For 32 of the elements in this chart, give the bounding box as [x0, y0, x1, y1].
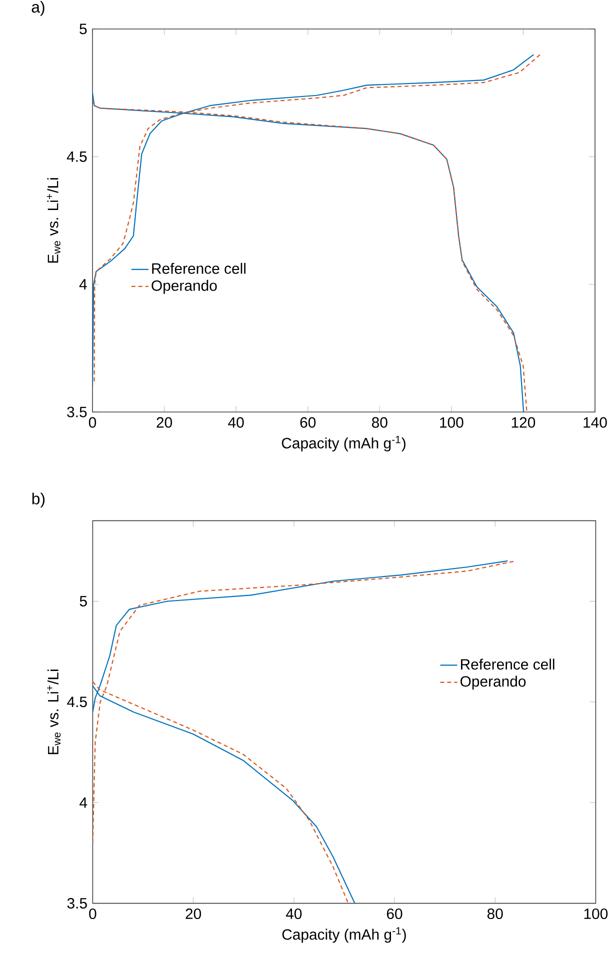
y-tick-label: 3.5 [67, 406, 87, 418]
x-tick-label: 100 [440, 417, 464, 428]
x-axis-title: Capacity (mAh g$^{-1}$) [282, 436, 406, 452]
x-tick-label: 140 [584, 417, 607, 428]
y-tick-label: 3.5 [67, 898, 87, 909]
legend-label: Reference cell [152, 262, 246, 274]
x-tick-label: 80 [487, 908, 503, 920]
y-tick-label: 5 [80, 596, 87, 606]
x-tick-label: 60 [300, 417, 316, 428]
y-tick-label: 4 [80, 797, 88, 808]
x-tick-label: 20 [186, 908, 202, 920]
y-tick-label: 4.5 [66, 151, 87, 162]
y-axis-title: E$_{we}$ vs. Li$^{+}$/Li [47, 670, 61, 754]
x-tick-label: 40 [228, 417, 244, 428]
chart-title: b) [32, 492, 45, 508]
legend-label: Reference cell [461, 658, 554, 670]
x-tick-label: 0 [89, 908, 96, 920]
y-tick-label: 4.5 [67, 696, 87, 708]
x-tick-label: 20 [156, 417, 172, 428]
x-tick-label: 40 [286, 908, 302, 920]
x-tick-label: 60 [386, 908, 402, 920]
x-tick-label: 100 [584, 908, 608, 920]
x-axis-title: Capacity (mAh g$^{-1}$) [282, 927, 406, 943]
x-tick-label: 120 [512, 417, 536, 428]
legend-label: Operando [460, 676, 526, 690]
x-tick-label: 80 [372, 417, 388, 428]
y-tick-label: 4 [79, 279, 87, 290]
legend-label: Operando [152, 280, 217, 294]
y-tick-label: 5 [80, 24, 87, 34]
chart-title: a) [32, 0, 44, 16]
y-axis-title: E$_{we}$ vs. Li$^{+}$/Li [46, 178, 60, 263]
x-tick-label: 0 [88, 417, 96, 428]
